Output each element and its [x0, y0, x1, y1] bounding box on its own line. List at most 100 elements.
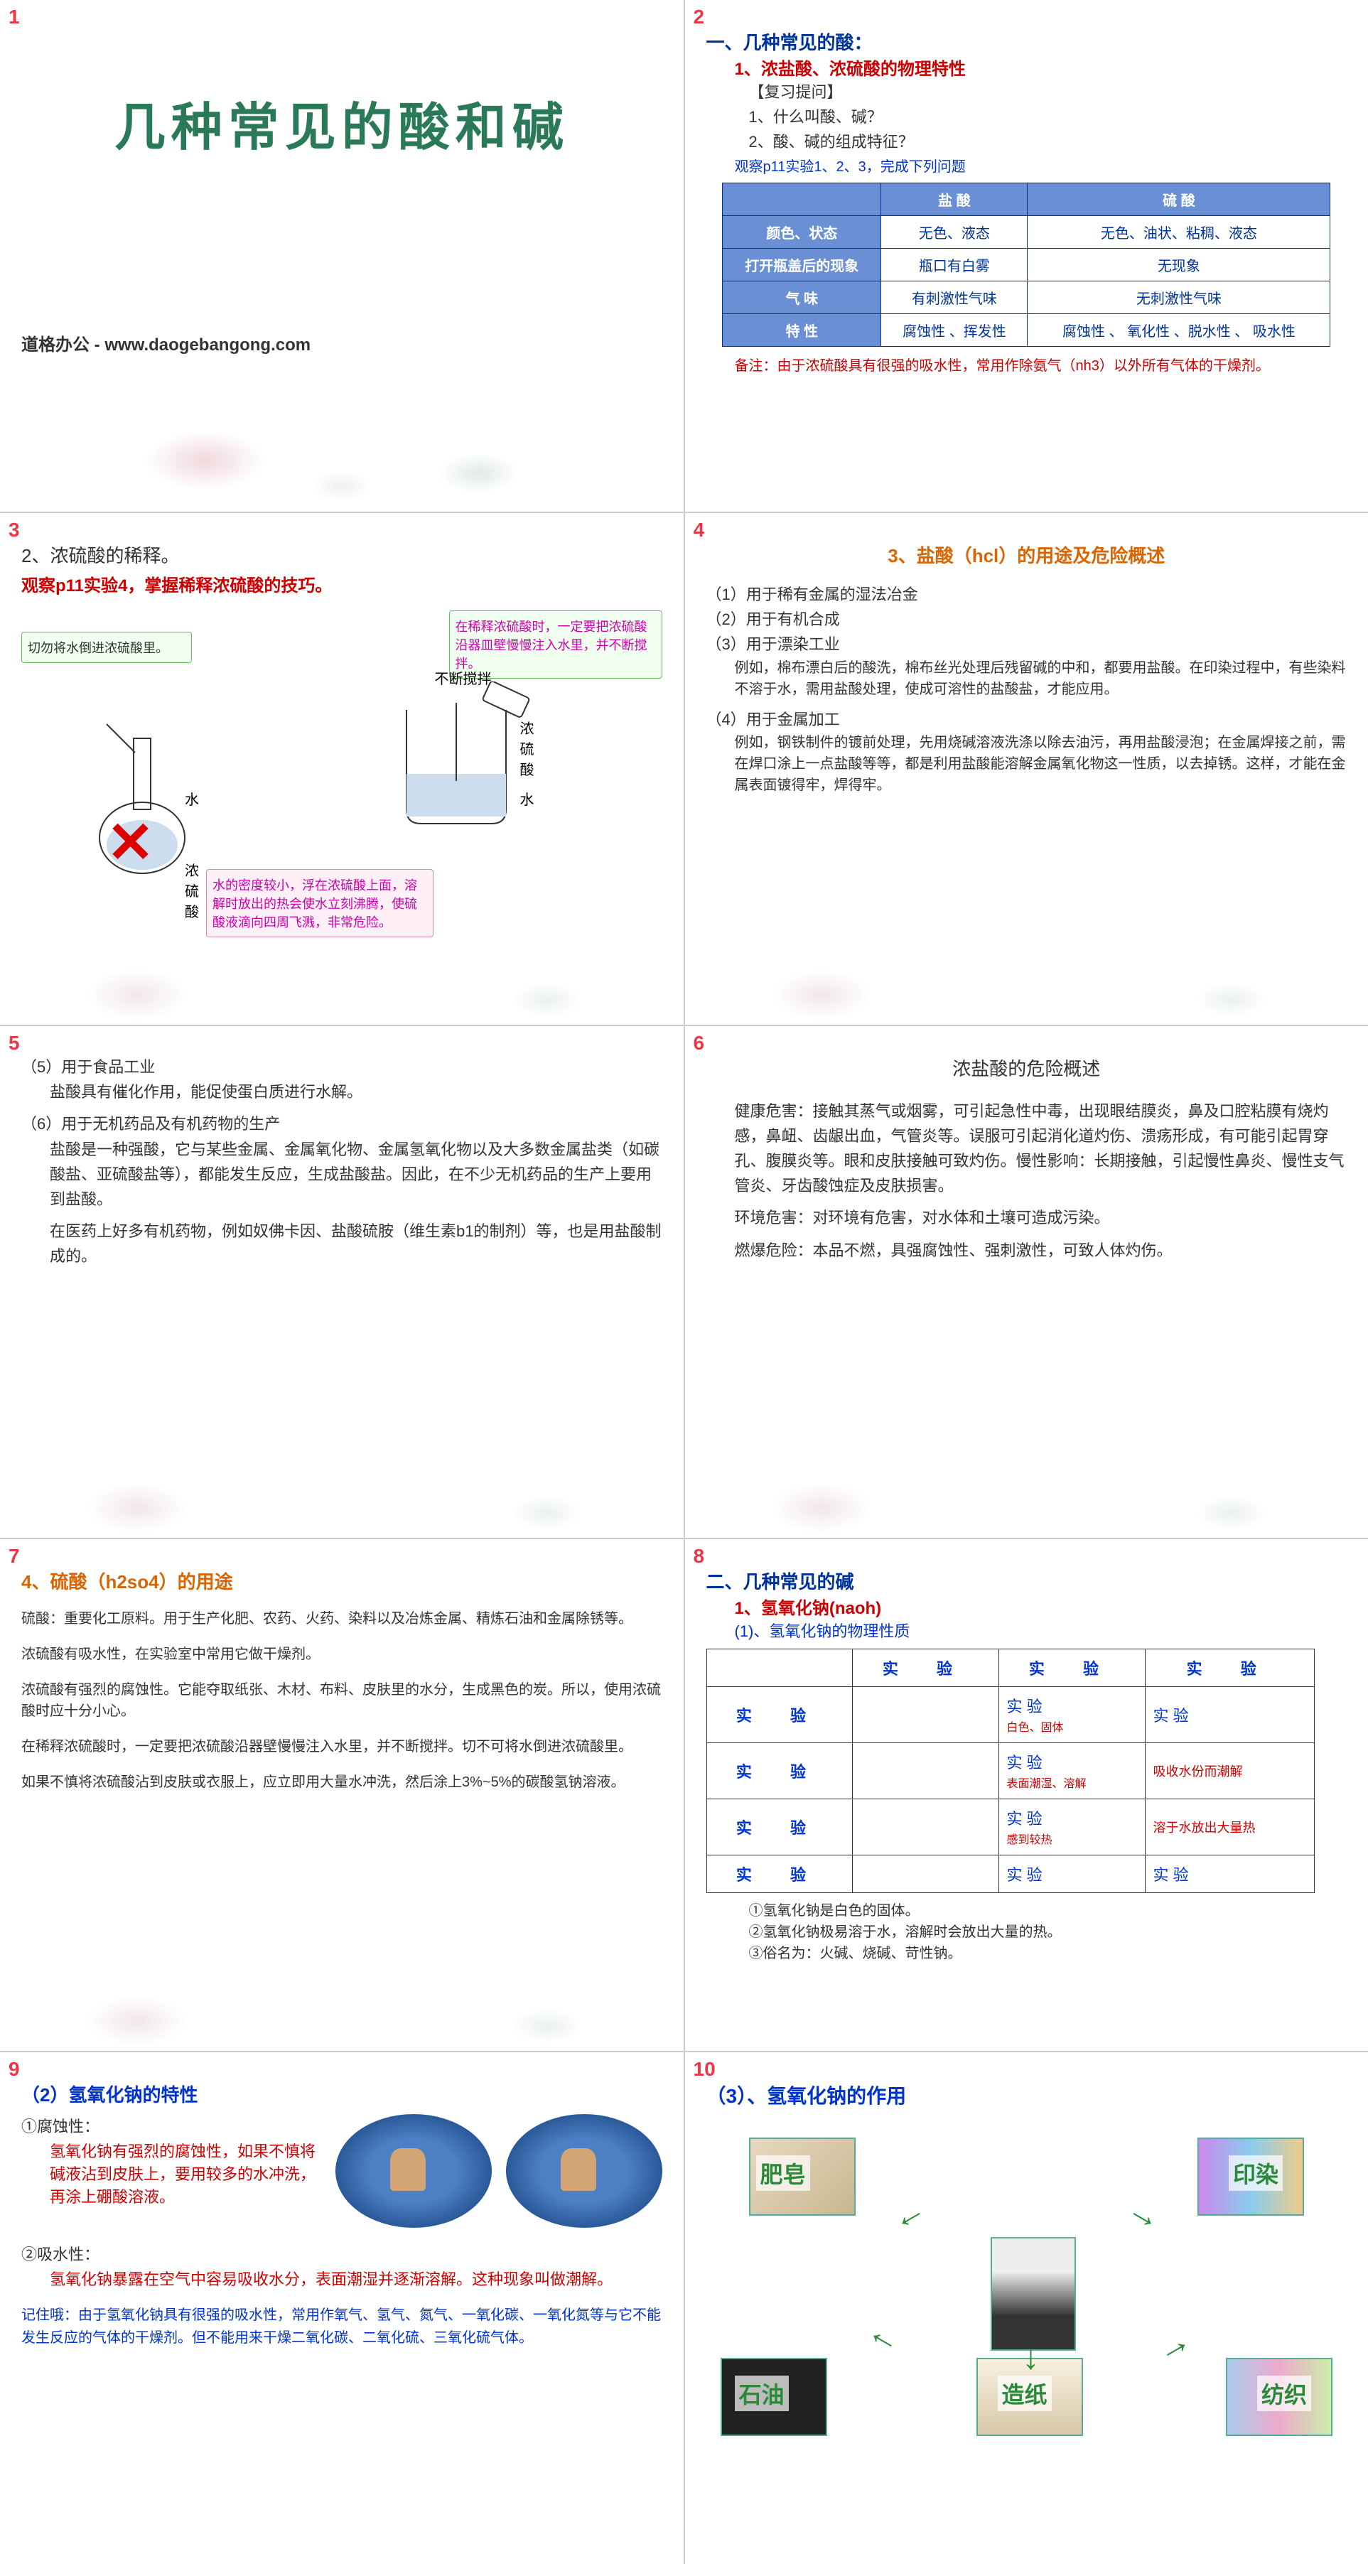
label-paper: 造纸 — [998, 2376, 1052, 2411]
acid-label: 浓硫酸 — [185, 859, 206, 921]
cell-c1: 白色、固体 — [1006, 1722, 1063, 1734]
water-label: 水 — [185, 788, 199, 809]
note1: ①氢氧化钠是白色的固体。 — [749, 1900, 1347, 1922]
slide-number: 3 — [9, 519, 20, 541]
usage-4: （4）用于金属加工 — [706, 707, 1347, 732]
usage-4-detail: 例如，钢铁制件的镀前处理，先用烧碱溶液洗涤以除去油污，再用盐酸浸泡；在金属焊接之… — [735, 732, 1347, 796]
fire-hazard: 燃爆危险：本品不燃，具强腐蚀性、强刺激性，可致人体灼伤。 — [735, 1238, 1347, 1263]
flow-diagram: 肥皂 印染 石油 造纸 纺织 ← → → → → — [706, 2123, 1347, 2464]
arrow-icon: → — [1120, 2189, 1169, 2240]
arrow-icon: → — [1016, 2343, 1055, 2377]
row-open: 打开瓶盖后的现象 — [723, 248, 881, 281]
plate-image-2 — [506, 2114, 662, 2228]
cell: 无色、油状、粘稠、液态 — [1028, 215, 1330, 248]
p5: 如果不慎将浓硫酸沾到皮肤或衣服上，应立即用大量水冲洗，然后涂上3%~5%的碳酸氢… — [21, 1772, 662, 1793]
slide-number: 4 — [694, 519, 705, 541]
slide-number: 2 — [694, 6, 705, 28]
comparison-table: 盐 酸硫 酸 颜色、状态无色、液态无色、油状、粘稠、液态 打开瓶盖后的现象瓶口有… — [722, 183, 1330, 347]
slide-number: 10 — [694, 2058, 716, 2081]
exp-cell: 实 验 — [1146, 1687, 1314, 1743]
usage-2: （2）用于有机合成 — [706, 607, 1347, 632]
exp-cell: 实 验 — [999, 1855, 1146, 1893]
exp-row: 实 验 — [706, 1687, 853, 1743]
sub2: (1)、氢氧化钠的物理性质 — [735, 1619, 1347, 1642]
p1: 硫酸：重要化工原料。用于生产化肥、农药、火药、染料以及冶炼金属、精炼石油和金属除… — [21, 1608, 662, 1629]
exp-row: 实 验 — [706, 1743, 853, 1799]
review-q1: 1、什么叫酸、碱？ — [749, 104, 1347, 129]
center-naoh — [991, 2237, 1076, 2351]
remember-note: 记住哦：由于氢氧化钠具有很强的吸水性，常用作氧气、氢气、氮气、一氧化碳、一氧化氮… — [21, 2304, 662, 2349]
slide-number: 5 — [9, 1032, 20, 1055]
th-hcl: 盐 酸 — [881, 183, 1028, 215]
plate-image-1 — [335, 2114, 492, 2228]
label-textile: 纺织 — [1257, 2376, 1311, 2411]
p3: 浓硫酸有强烈的腐蚀性。它能夺取纸张、木材、布料、皮肤里的水分，生成黑色的炭。所以… — [21, 1679, 662, 1722]
cell-c2: 表面潮湿、溶解 — [1006, 1778, 1086, 1790]
section-heading: 一、几种常见的酸： — [706, 28, 1347, 55]
lotus-decoration — [0, 1438, 684, 1538]
slide-10: 10 （3）、氢氧化钠的作用 肥皂 印染 石油 造纸 纺织 ← → → → → — [685, 2052, 1368, 2564]
note-text: 备注：由于浓硫酸具有很强的吸水性，常用作除氨气（nh3）以外所有气体的干燥剂。 — [735, 354, 1347, 374]
heading: 3、盐酸（hcl）的用途及危险概述 — [706, 541, 1347, 568]
note2: ②氢氧化钠极易溶于水，溶解时会放出大量的热。 — [749, 1922, 1347, 1943]
warn-box-1: 切勿将水倒进浓硫酸里。 — [21, 632, 192, 663]
slide-number: 7 — [9, 1545, 20, 1568]
water-label-2: 水 — [520, 788, 534, 809]
beaker-correct-icon — [378, 681, 534, 838]
heading: 4、硫酸（h2so4）的用途 — [21, 1568, 662, 1594]
lotus-decoration — [0, 384, 684, 512]
th-h2so4: 硫 酸 — [1028, 183, 1330, 215]
stir-label: 不断搅拌 — [435, 667, 492, 688]
label-oil: 石油 — [735, 2376, 789, 2411]
usage-6-detail: 盐酸是一种强酸，它与某些金属、金属氧化物、金属氢氧化物以及大多数金属盐类（如碳酸… — [50, 1137, 662, 1212]
slide-6: 6 浓盐酸的危险概述 健康危害：接触其蒸气或烟雾，可引起急性中毒，出现眼结膜炎，… — [685, 1026, 1368, 1538]
lotus-decoration — [0, 925, 684, 1025]
exp-head: 实 验 — [853, 1649, 999, 1687]
slide-number: 9 — [9, 2058, 20, 2081]
row-color: 颜色、状态 — [723, 215, 881, 248]
sub1: 1、氢氧化钠(naoh) — [735, 1594, 1347, 1619]
p2: 浓硫酸有吸水性，在实验室中常用它做干燥剂。 — [21, 1644, 662, 1665]
cell: 无色、液态 — [881, 215, 1028, 248]
health-hazard: 健康危害：接触其蒸气或烟雾，可引起急性中毒，出现眼结膜炎，鼻及口腔粘膜有烧灼感，… — [735, 1099, 1347, 1199]
main-title: 几种常见的酸和碱 — [21, 85, 662, 160]
exp-cell: 实 验 — [1146, 1855, 1314, 1893]
usage-6-detail2: 在医药上好多有机药物，例如奴佛卡因、盐酸硫胺（维生素b1的制剂）等，也是用盐酸制… — [50, 1219, 662, 1268]
exp-head: 实 验 — [999, 1649, 1146, 1687]
observe-text: 观察p11实验1、2、3，完成下列问题 — [735, 155, 1347, 176]
review-title: 【复习提问】 — [749, 80, 1347, 104]
cell: 腐蚀性 、 氧化性 、脱水性 、 吸水性 — [1028, 313, 1330, 346]
slide-4: 4 3、盐酸（hcl）的用途及危险概述 （1）用于稀有金属的湿法冶金 （2）用于… — [685, 513, 1368, 1025]
heading: 2、浓硫酸的稀释。 — [21, 541, 662, 571]
usage-5-detail: 盐酸具有催化作用，能促使蛋白质进行水解。 — [50, 1079, 662, 1104]
label-dye: 印染 — [1229, 2155, 1283, 2191]
usage-3: （3）用于漂染工业 — [706, 632, 1347, 657]
slide-number: 1 — [9, 6, 20, 28]
danger-note: 水的密度较小，浮在浓硫酸上面，溶解时放出的热会使水立刻沸腾，使硫酸液滴向四周飞溅… — [206, 869, 433, 937]
lotus-decoration — [685, 1438, 1368, 1538]
row-smell: 气 味 — [723, 281, 881, 313]
lotus-decoration — [685, 925, 1368, 1025]
sub1: ①腐蚀性： — [21, 2114, 321, 2139]
slide-number: 8 — [694, 1545, 705, 1568]
experiment-table: 实 验实 验实 验 实 验实 验白色、固体实 验 实 验实 验表面潮湿、溶解吸收… — [706, 1649, 1315, 1893]
p2: 氢氧化钠暴露在空气中容易吸收水分，表面潮湿并逐渐溶解。这种现象叫做潮解。 — [50, 2267, 662, 2290]
arrow-icon: → — [855, 2320, 904, 2371]
arrow-icon: ← — [883, 2189, 932, 2240]
usage-1: （1）用于稀有金属的湿法冶金 — [706, 582, 1347, 607]
cross-icon: ✕ — [107, 809, 154, 875]
p4: 在稀释浓硫酸时，一定要把浓硫酸沿器壁慢慢注入水里，并不断搅拌。切不可将水倒进浓硫… — [21, 1736, 662, 1757]
brand-text: 道格办公 - www.daogebangong.com — [21, 330, 662, 355]
slide-1: 1 几种常见的酸和碱 道格办公 - www.daogebangong.com — [0, 0, 684, 512]
dilution-diagram: 切勿将水倒进浓硫酸里。 在稀释浓硫酸时，一定要把浓硫酸沿器皿壁慢慢注入水里，并不… — [21, 610, 662, 895]
slide-number: 6 — [694, 1032, 705, 1055]
cell: 腐蚀性 、挥发性 — [881, 313, 1028, 346]
note3: ③俗名为：火碱、烧碱、苛性钠。 — [749, 1943, 1347, 1964]
cell: 有刺激性气味 — [881, 281, 1028, 313]
observe: 观察p11实验4，掌握稀释浓硫酸的技巧。 — [21, 571, 662, 596]
cell-c5: 溶于水放出大量热 — [1146, 1799, 1314, 1855]
exp-row: 实 验 — [706, 1799, 853, 1855]
slide-7: 7 4、硫酸（h2so4）的用途 硫酸：重要化工原料。用于生产化肥、农药、火药、… — [0, 1539, 684, 2051]
slide-5: 5 （5）用于食品工业 盐酸具有催化作用，能促使蛋白质进行水解。 （6）用于无机… — [0, 1026, 684, 1538]
slide-3: 3 2、浓硫酸的稀释。 观察p11实验4，掌握稀释浓硫酸的技巧。 切勿将水倒进浓… — [0, 513, 684, 1025]
